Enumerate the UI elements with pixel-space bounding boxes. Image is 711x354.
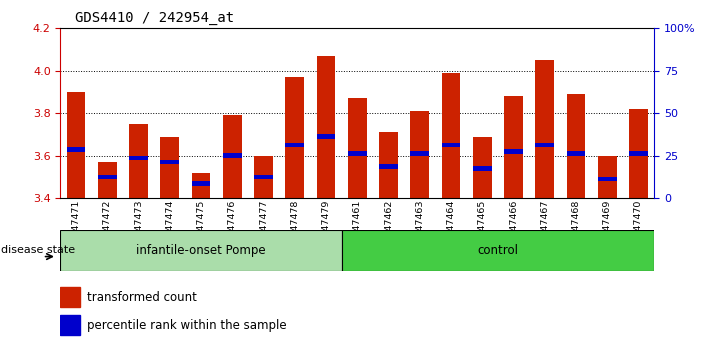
Bar <box>567 151 585 156</box>
Bar <box>504 96 523 198</box>
Bar <box>342 230 654 271</box>
Bar <box>629 151 648 156</box>
Bar <box>348 98 367 198</box>
Bar <box>410 151 429 156</box>
Text: GDS4410 / 242954_at: GDS4410 / 242954_at <box>75 11 234 25</box>
Text: control: control <box>477 244 518 257</box>
Bar <box>254 156 273 198</box>
Bar <box>67 92 85 198</box>
Bar <box>379 132 398 198</box>
Bar <box>442 143 461 148</box>
Text: infantile-onset Pompe: infantile-onset Pompe <box>137 244 266 257</box>
Bar <box>161 137 179 198</box>
Bar <box>60 230 342 271</box>
Bar <box>192 173 210 198</box>
Bar <box>161 160 179 165</box>
Text: disease state: disease state <box>1 245 75 256</box>
Bar <box>60 315 80 335</box>
Bar <box>629 109 648 198</box>
Bar <box>67 147 85 152</box>
Bar <box>129 124 148 198</box>
Bar <box>223 115 242 198</box>
Bar <box>129 155 148 160</box>
Bar <box>316 56 336 198</box>
Bar <box>316 134 336 139</box>
Bar <box>598 177 616 182</box>
Bar <box>473 137 491 198</box>
Bar <box>410 111 429 198</box>
Bar <box>192 181 210 186</box>
Bar <box>473 166 491 171</box>
Bar <box>535 60 554 198</box>
Bar <box>98 162 117 198</box>
Bar <box>254 175 273 179</box>
Bar <box>348 151 367 156</box>
Bar <box>285 77 304 198</box>
Bar <box>98 175 117 179</box>
Bar <box>442 73 461 198</box>
Bar <box>60 287 80 307</box>
Text: percentile rank within the sample: percentile rank within the sample <box>87 319 287 332</box>
Bar <box>504 149 523 154</box>
Bar <box>598 156 616 198</box>
Bar <box>535 143 554 148</box>
Bar <box>223 153 242 158</box>
Bar <box>567 94 585 198</box>
Bar <box>285 143 304 148</box>
Bar <box>379 164 398 169</box>
Text: transformed count: transformed count <box>87 291 197 304</box>
